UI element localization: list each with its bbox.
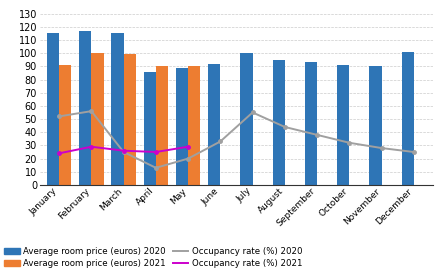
Bar xyxy=(144,72,156,185)
Bar xyxy=(124,54,136,185)
Bar xyxy=(337,65,349,185)
Bar xyxy=(91,53,103,185)
Bar xyxy=(402,52,414,185)
Bar xyxy=(176,68,188,185)
Bar xyxy=(305,62,317,185)
Bar xyxy=(59,65,71,185)
Bar xyxy=(273,60,285,185)
Bar xyxy=(47,33,59,185)
Bar xyxy=(188,66,200,185)
Bar xyxy=(111,33,124,185)
Bar xyxy=(79,31,91,185)
Bar xyxy=(156,66,168,185)
Bar xyxy=(240,53,252,185)
Bar xyxy=(370,66,381,185)
Bar xyxy=(208,64,221,185)
Legend: Average room price (euros) 2020, Average room price (euros) 2021, Occupancy rate: Average room price (euros) 2020, Average… xyxy=(4,247,302,268)
